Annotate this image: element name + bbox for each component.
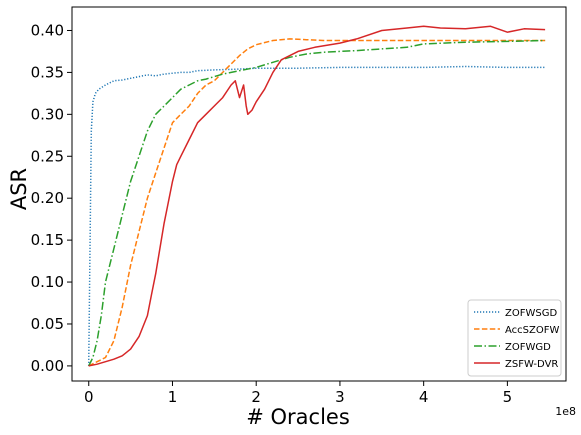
- x-exponent-label: 1e8: [555, 405, 576, 418]
- x-tick-label: 3: [335, 388, 345, 406]
- plot-lines: [87, 25, 546, 367]
- legend: ZOFWSGD AccSZOFW ZOFWGD ZSFW-DVR: [467, 299, 562, 377]
- x-tick-label: 1: [168, 388, 178, 406]
- y-tick-label: 0.40: [31, 21, 64, 39]
- y-axis-label: ASR: [7, 168, 31, 210]
- series-line-accszofw: [88, 38, 546, 367]
- x-axis-label: # Oracles: [246, 405, 350, 429]
- legend-box: [467, 299, 562, 377]
- y-ticks: 0.00 0.05 0.10 0.15 0.20 0.25 0.30 0.35 0.40: [31, 21, 72, 375]
- legend-label: ZOFWSGD: [505, 308, 557, 319]
- axes-frame: [71, 6, 567, 382]
- y-tick-label: 0.20: [31, 189, 64, 207]
- legend-label: ZOFWGD: [505, 342, 551, 353]
- x-tick-label: 5: [503, 388, 513, 406]
- series-line-zofwsgd: [87, 65, 546, 366]
- y-tick-label: 0.35: [31, 63, 64, 81]
- series-line-zsfw-dvr: [88, 25, 546, 367]
- legend-label: ZSFW-DVR: [505, 359, 558, 370]
- y-tick-label: 0.10: [31, 273, 64, 291]
- y-tick-label: 0.00: [31, 357, 64, 375]
- y-tick-label: 0.05: [31, 315, 64, 333]
- x-ticks: 0 1 2 3 4 5: [84, 381, 512, 406]
- y-tick-label: 0.15: [31, 231, 64, 249]
- y-tick-label: 0.25: [31, 147, 64, 165]
- x-tick-label: 4: [419, 388, 429, 406]
- axes-box: [71, 6, 567, 382]
- series-line-zofwgd: [88, 39, 546, 367]
- x-tick-label: 0: [84, 388, 94, 406]
- x-tick-label: 2: [251, 388, 261, 406]
- y-tick-label: 0.30: [31, 105, 64, 123]
- legend-label: AccSZOFW: [505, 325, 559, 336]
